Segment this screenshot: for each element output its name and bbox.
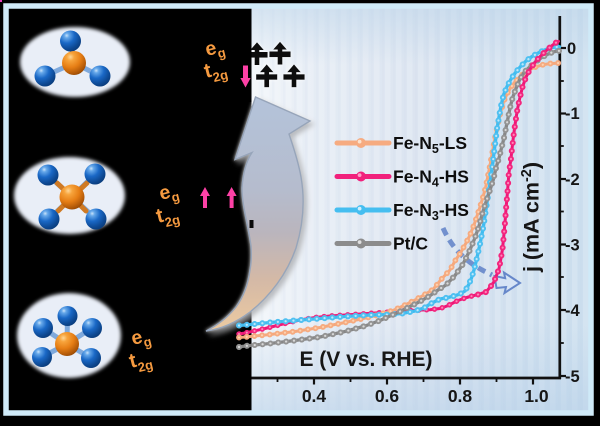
svg-text:0.4: 0.4	[302, 386, 327, 406]
svg-text:Fe-N5-LS: Fe-N5-LS	[393, 133, 467, 156]
svg-text:-2: -2	[565, 171, 580, 189]
svg-text:-1: -1	[565, 105, 580, 123]
svg-text:E (V vs. RHE): E (V vs. RHE)	[299, 348, 432, 371]
svg-text:-3: -3	[565, 237, 580, 255]
svg-text:0.8: 0.8	[448, 386, 473, 406]
svg-text:0: 0	[567, 40, 576, 58]
svg-text:-5: -5	[565, 368, 580, 386]
svg-text:Pt/C: Pt/C	[393, 234, 428, 254]
svg-text:-4: -4	[565, 302, 580, 320]
svg-text:Fe-N3-HS: Fe-N3-HS	[393, 200, 469, 223]
svg-text:0.6: 0.6	[375, 386, 400, 406]
svg-text:Fe-N4-HS: Fe-N4-HS	[393, 167, 469, 190]
svg-text:1.0: 1.0	[524, 386, 549, 406]
